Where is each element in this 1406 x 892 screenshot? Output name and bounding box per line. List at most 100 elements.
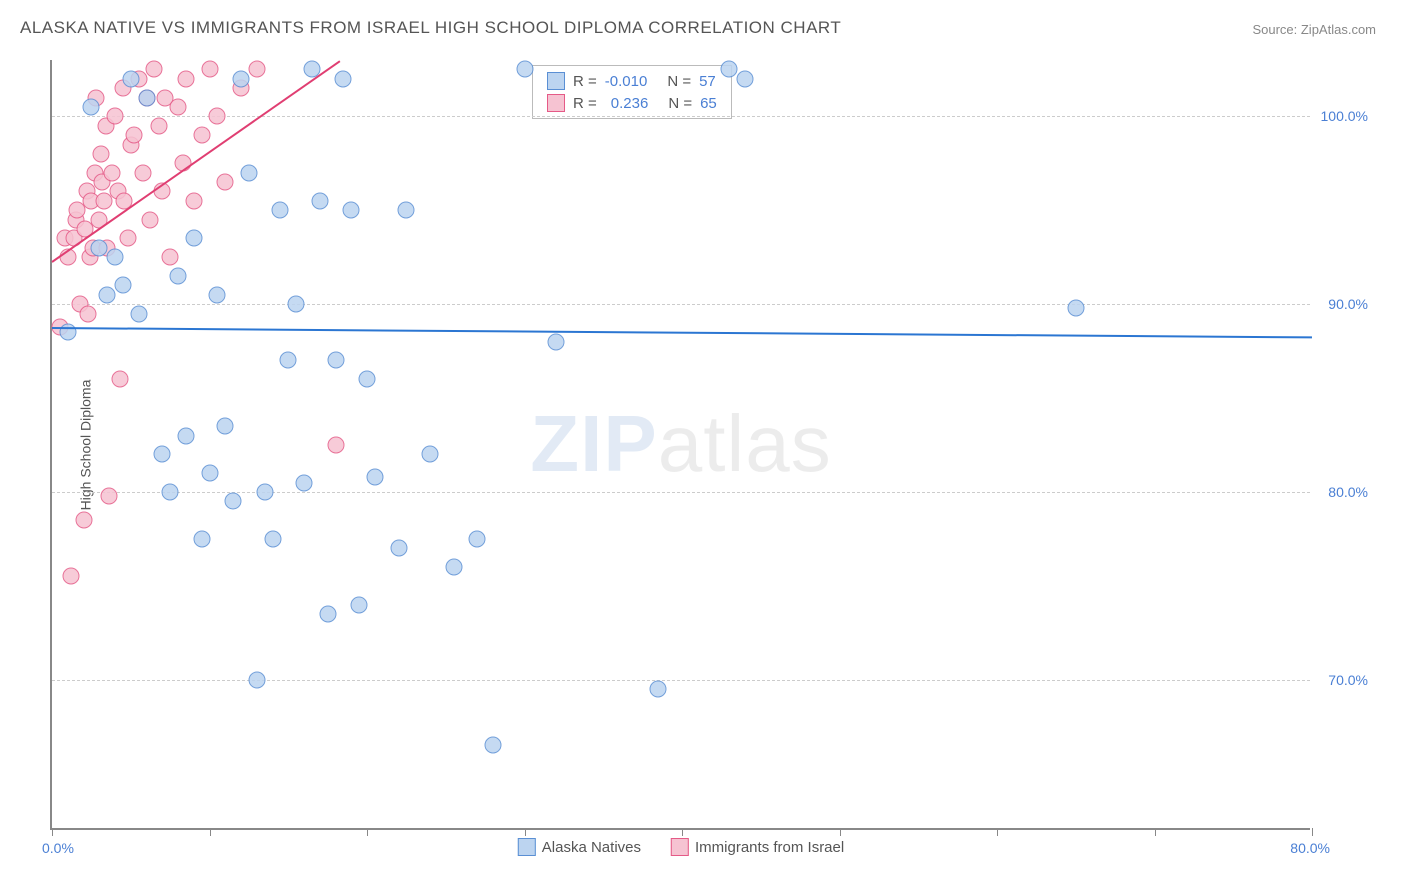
- data-point: [135, 164, 152, 181]
- data-point: [103, 164, 120, 181]
- data-point: [359, 371, 376, 388]
- data-point: [248, 61, 265, 78]
- x-tick-mark: [525, 828, 526, 836]
- data-point: [138, 89, 155, 106]
- stats-n-value-1: 57: [699, 73, 716, 90]
- data-point: [445, 559, 462, 576]
- data-point: [99, 286, 116, 303]
- data-point: [319, 606, 336, 623]
- stats-r-label: R =: [573, 95, 597, 112]
- stats-row-series-1: R = -0.010 N = 57: [547, 70, 717, 92]
- data-point: [280, 352, 297, 369]
- data-point: [125, 127, 142, 144]
- watermark: ZIPatlas: [530, 398, 831, 490]
- chart-title: ALASKA NATIVE VS IMMIGRANTS FROM ISRAEL …: [20, 18, 841, 38]
- swatch-series-2: [547, 94, 565, 112]
- data-point: [130, 305, 147, 322]
- x-tick-mark: [1312, 828, 1313, 836]
- data-point: [650, 681, 667, 698]
- data-point: [1067, 299, 1084, 316]
- y-tick-label: 70.0%: [1328, 672, 1368, 688]
- stats-n-label: N =: [668, 95, 692, 112]
- data-point: [185, 192, 202, 209]
- data-point: [91, 239, 108, 256]
- data-point: [264, 530, 281, 547]
- gridline: [52, 116, 1310, 117]
- data-point: [193, 530, 210, 547]
- data-point: [201, 61, 218, 78]
- data-point: [83, 98, 100, 115]
- stats-r-value-2: 0.236: [611, 95, 649, 112]
- data-point: [335, 70, 352, 87]
- swatch-series-1: [547, 72, 565, 90]
- y-tick-label: 80.0%: [1328, 484, 1368, 500]
- stats-n-value-2: 65: [700, 95, 717, 112]
- data-point: [548, 333, 565, 350]
- data-point: [485, 737, 502, 754]
- data-point: [343, 202, 360, 219]
- data-point: [185, 230, 202, 247]
- x-tick-mark: [840, 828, 841, 836]
- data-point: [225, 493, 242, 510]
- legend-swatch-2: [671, 838, 689, 856]
- chart-area: High School Diploma ZIPatlas R = -0.010 …: [50, 60, 1350, 830]
- data-point: [398, 202, 415, 219]
- data-point: [256, 483, 273, 500]
- data-point: [296, 474, 313, 491]
- data-point: [721, 61, 738, 78]
- x-axis-max-label: 80.0%: [1290, 840, 1330, 856]
- data-point: [177, 427, 194, 444]
- data-point: [272, 202, 289, 219]
- data-point: [311, 192, 328, 209]
- data-point: [209, 108, 226, 125]
- data-point: [201, 465, 218, 482]
- y-tick-label: 100.0%: [1321, 108, 1368, 124]
- data-point: [162, 249, 179, 266]
- data-point: [154, 446, 171, 463]
- data-point: [737, 70, 754, 87]
- data-point: [107, 108, 124, 125]
- data-point: [122, 70, 139, 87]
- data-point: [80, 305, 97, 322]
- data-point: [217, 174, 234, 191]
- legend-label-2: Immigrants from Israel: [695, 839, 844, 856]
- data-point: [92, 145, 109, 162]
- data-point: [146, 61, 163, 78]
- gridline: [52, 304, 1310, 305]
- data-point: [469, 530, 486, 547]
- data-point: [217, 418, 234, 435]
- stats-r-value-1: -0.010: [605, 73, 648, 90]
- gridline: [52, 492, 1310, 493]
- data-point: [422, 446, 439, 463]
- x-tick-mark: [52, 828, 53, 836]
- data-point: [193, 127, 210, 144]
- stats-row-series-2: R = 0.236 N = 65: [547, 92, 717, 114]
- data-point: [240, 164, 257, 181]
- legend-item-2: Immigrants from Israel: [671, 838, 844, 856]
- data-point: [107, 249, 124, 266]
- source-attribution: Source: ZipAtlas.com: [1252, 22, 1376, 37]
- x-tick-mark: [1155, 828, 1156, 836]
- data-point: [75, 512, 92, 529]
- data-point: [177, 70, 194, 87]
- data-point: [516, 61, 533, 78]
- data-point: [248, 671, 265, 688]
- data-point: [351, 596, 368, 613]
- legend: Alaska Natives Immigrants from Israel: [518, 838, 844, 856]
- legend-swatch-1: [518, 838, 536, 856]
- stats-n-label: N =: [667, 73, 691, 90]
- x-tick-mark: [997, 828, 998, 836]
- data-point: [100, 487, 117, 504]
- data-point: [170, 267, 187, 284]
- x-axis-min-label: 0.0%: [42, 840, 74, 856]
- data-point: [162, 483, 179, 500]
- x-tick-mark: [367, 828, 368, 836]
- legend-item-1: Alaska Natives: [518, 838, 641, 856]
- data-point: [366, 468, 383, 485]
- y-tick-label: 90.0%: [1328, 296, 1368, 312]
- data-point: [288, 296, 305, 313]
- data-point: [209, 286, 226, 303]
- data-point: [141, 211, 158, 228]
- data-point: [119, 230, 136, 247]
- data-point: [114, 277, 131, 294]
